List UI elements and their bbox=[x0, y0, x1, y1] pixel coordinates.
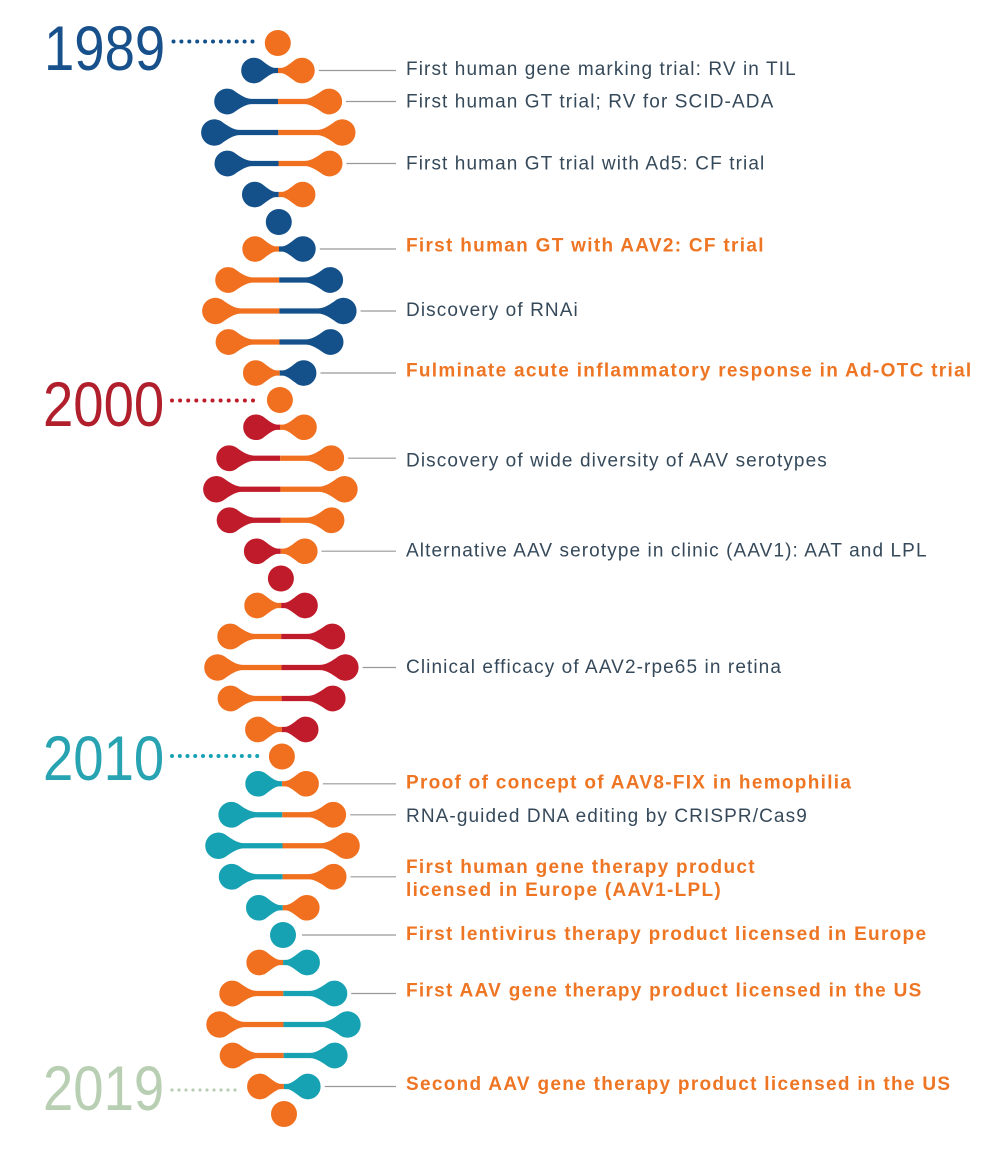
svg-text:Discovery of RNAi: Discovery of RNAi bbox=[406, 300, 579, 321]
svg-text:First human GT trial with Ad5:: First human GT trial with Ad5: CF trial bbox=[406, 154, 765, 175]
svg-text:Alternative AAV serotype in cl: Alternative AAV serotype in clinic (AAV1… bbox=[406, 541, 928, 562]
svg-text:Clinical efficacy of AAV2-rpe6: Clinical efficacy of AAV2-rpe65 in retin… bbox=[406, 657, 782, 678]
svg-text:2000: 2000 bbox=[43, 370, 164, 440]
svg-text:First human GT trial; RV for S: First human GT trial; RV for SCID-ADA bbox=[406, 92, 774, 113]
svg-text:Second AAV gene therapy produc: Second AAV gene therapy product licensed… bbox=[406, 1074, 951, 1095]
svg-text:Fulminate acute inflammatory r: Fulminate acute inflammatory response in… bbox=[406, 361, 973, 382]
svg-text:2010: 2010 bbox=[43, 724, 164, 794]
svg-text:Discovery of wide diversity of: Discovery of wide diversity of AAV serot… bbox=[406, 451, 828, 472]
svg-text:2019: 2019 bbox=[43, 1054, 164, 1124]
svg-text:First human GT with AAV2: CF t: First human GT with AAV2: CF trial bbox=[406, 236, 765, 257]
svg-text:Proof of concept of AAV8-FIX i: Proof of concept of AAV8-FIX in hemophil… bbox=[406, 773, 852, 794]
svg-text:licensed in Europe (AAV1-LPL): licensed in Europe (AAV1-LPL) bbox=[406, 880, 722, 901]
svg-text:First AAV gene therapy product: First AAV gene therapy product licensed … bbox=[406, 981, 923, 1002]
svg-text:RNA-guided DNA editing by CRIS: RNA-guided DNA editing by CRISPR/Cas9 bbox=[406, 806, 808, 827]
svg-text:First lentivirus therapy produ: First lentivirus therapy product license… bbox=[406, 924, 927, 945]
svg-text:First human gene marking trial: First human gene marking trial: RV in TI… bbox=[406, 59, 797, 80]
svg-text:First human gene therapy produ: First human gene therapy product bbox=[406, 857, 756, 878]
svg-text:1989: 1989 bbox=[44, 14, 165, 84]
